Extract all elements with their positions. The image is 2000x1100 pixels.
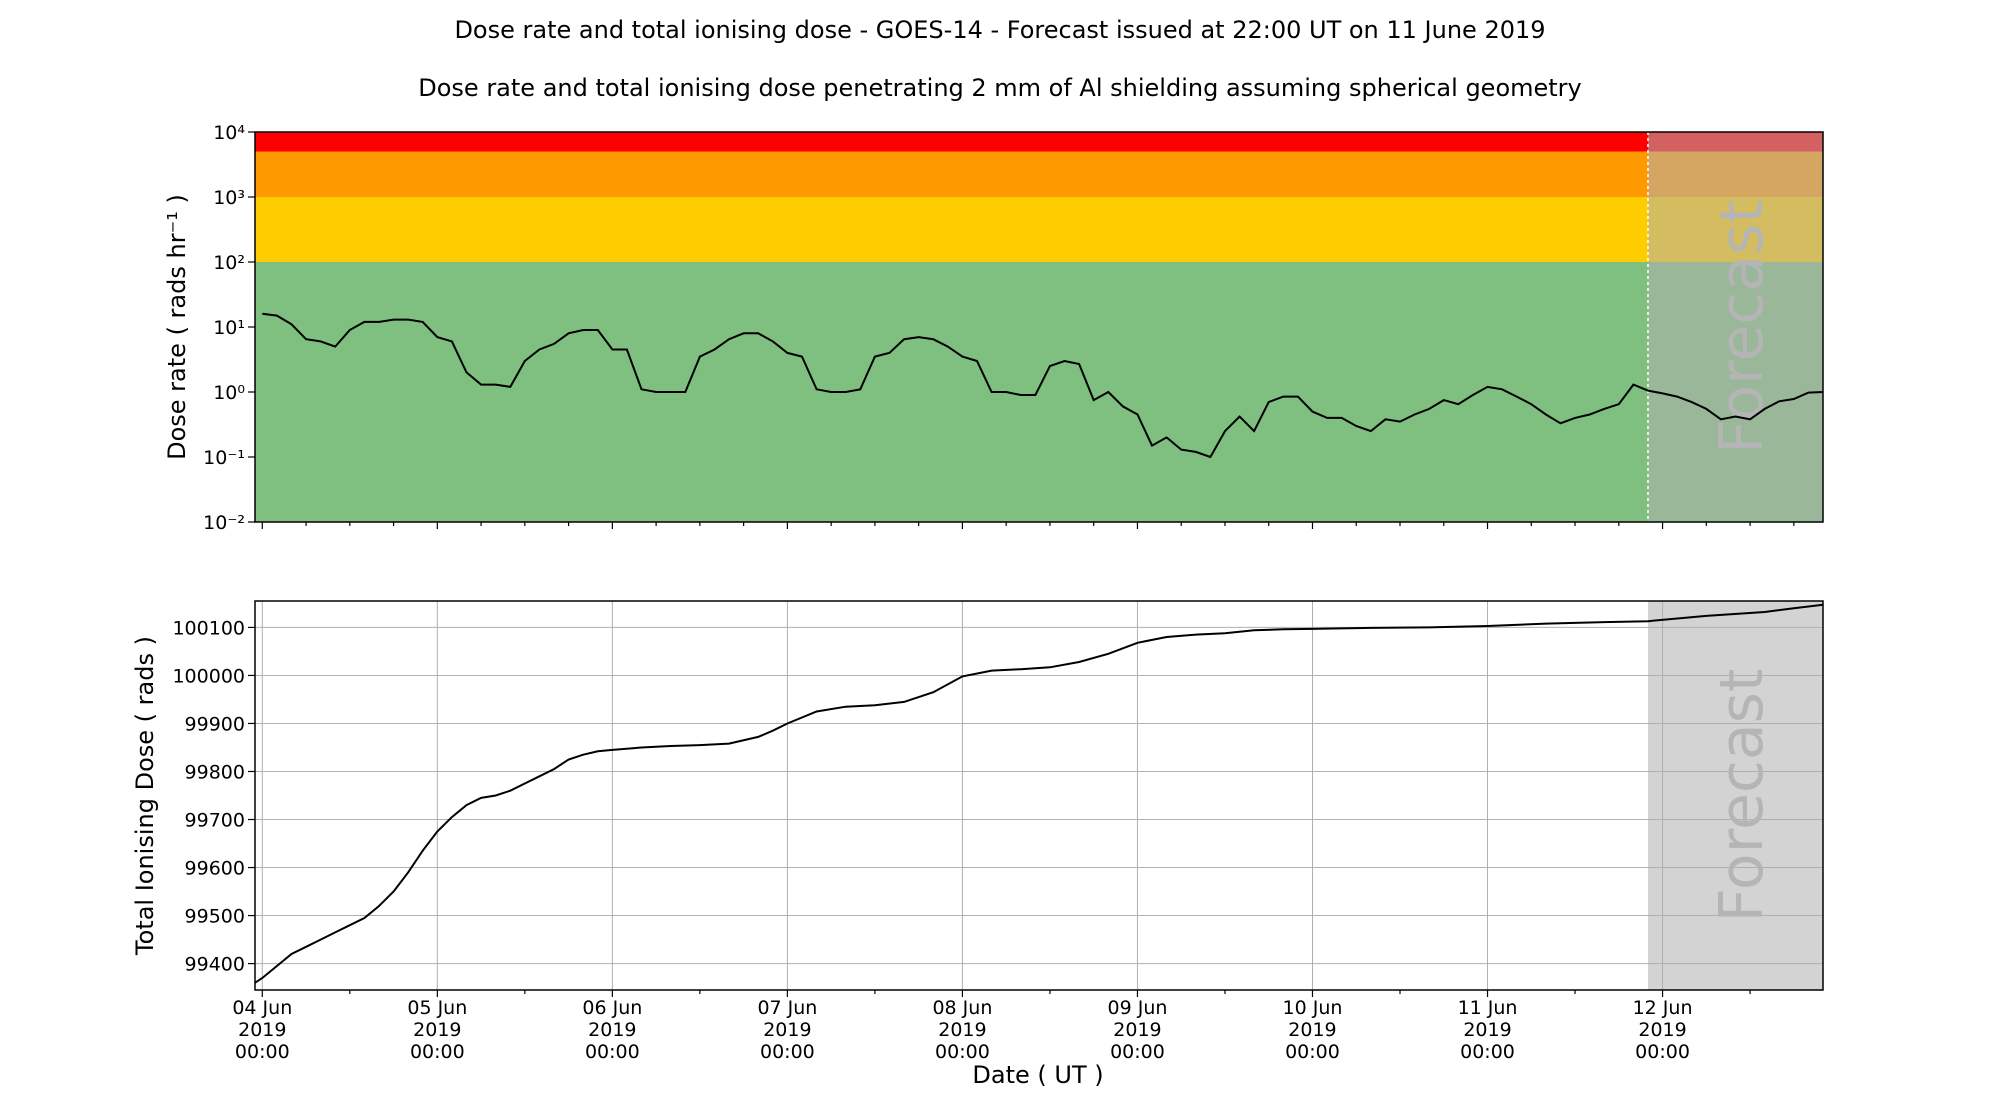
y-tick-label: 99800 <box>185 761 245 783</box>
x-tick-label: 00:00 <box>1285 1041 1340 1063</box>
chart-title: Dose rate and total ionising dose - GOES… <box>454 16 1546 44</box>
band-green <box>255 262 1823 522</box>
x-tick-label: 00:00 <box>935 1041 990 1063</box>
x-tick-label: 09 Jun <box>1108 997 1168 1019</box>
y-tick-label: 100000 <box>172 665 245 687</box>
dose-rate-series-line <box>262 312 1824 459</box>
forecast-label: Forecast <box>1707 669 1777 923</box>
chart-subtitle: Dose rate and total ionising dose penetr… <box>418 74 1582 102</box>
x-tick-label: 00:00 <box>235 1041 290 1063</box>
x-tick-label: 00:00 <box>410 1041 465 1063</box>
y-tick-label: 10⁻² <box>203 512 245 534</box>
y-tick-label: 99900 <box>185 713 245 735</box>
total-dose-panel: Forecast 99400 99500 99600 99700 99800 99900 1… <box>131 600 1824 1063</box>
x-tick-label: 05 Jun <box>407 997 467 1019</box>
x-tick-label: 00:00 <box>585 1041 640 1063</box>
band-orange <box>255 151 1823 197</box>
x-tick-label: 2019 <box>1463 1019 1511 1041</box>
x-tick-label: 2019 <box>1638 1019 1686 1041</box>
y-tick-label: 10⁻¹ <box>203 447 245 469</box>
band-red <box>255 132 1823 152</box>
forecast-shade <box>1647 132 1823 522</box>
forecast-label: Forecast <box>1707 200 1777 454</box>
x-tick-label: 07 Jun <box>757 997 817 1019</box>
x-tick-label: 00:00 <box>760 1041 815 1063</box>
x-tick-label: 04 Jun <box>232 997 292 1019</box>
x-axis-label: Date ( UT ) <box>972 1061 1103 1089</box>
x-tick-label: 2019 <box>763 1019 811 1041</box>
x-tick-label: 06 Jun <box>582 997 642 1019</box>
x-tick-label: 12 Jun <box>1633 997 1693 1019</box>
y-tick-label: 10² <box>213 252 245 274</box>
x-tick-label: 00:00 <box>1460 1041 1515 1063</box>
x-tick-label: 11 Jun <box>1458 997 1518 1019</box>
y-tick-label: 10⁰ <box>213 382 245 404</box>
forecast-shade <box>1647 601 1823 990</box>
x-tick-label: 00:00 <box>1635 1041 1690 1063</box>
x-tick-label: 10 Jun <box>1283 997 1343 1019</box>
y-tick-label: 99400 <box>185 954 245 976</box>
x-tick-label: 2019 <box>238 1019 286 1041</box>
total-dose-y-ticks: 99400 99500 99600 99700 99800 99900 100000 1001… <box>172 617 255 976</box>
x-tick-label: 00:00 <box>1110 1041 1165 1063</box>
x-tick-label: 2019 <box>413 1019 461 1041</box>
x-tick-label: 2019 <box>1288 1019 1336 1041</box>
dose-rate-x-ticks <box>261 522 1795 529</box>
dose-rate-panel: Forecast 10⁻² 10⁻¹ 10⁰ 10¹ 10² 10³ 10⁴ Dose ra… <box>163 122 1824 534</box>
x-tick-label: 2019 <box>1113 1019 1161 1041</box>
y-tick-label: 99600 <box>185 858 245 880</box>
y-tick-label: 99700 <box>185 810 245 832</box>
x-tick-label: 2019 <box>938 1019 986 1041</box>
y-tick-label: 10¹ <box>213 317 245 339</box>
band-yellow <box>255 197 1823 262</box>
y-tick-label: 99500 <box>185 906 245 928</box>
y-tick-label: 100100 <box>172 617 245 639</box>
total-dose-plot-frame <box>254 600 1824 991</box>
dose-rate-y-ticks: 10⁻² 10⁻¹ 10⁰ 10¹ 10² 10³ 10⁴ <box>203 122 255 534</box>
dose-rate-y-axis-label: Dose rate ( rads hr⁻¹ ) <box>163 194 191 460</box>
risk-bands <box>255 132 1823 522</box>
x-tick-label: 08 Jun <box>932 997 992 1019</box>
x-tick-label: 2019 <box>588 1019 636 1041</box>
y-tick-label: 10³ <box>213 187 245 209</box>
y-tick-label: 10⁴ <box>213 122 245 144</box>
total-dose-series-line <box>254 603 1824 984</box>
total-dose-grid <box>255 601 1823 990</box>
total-dose-y-axis-label: Total Ionising Dose ( rads ) <box>131 636 159 956</box>
